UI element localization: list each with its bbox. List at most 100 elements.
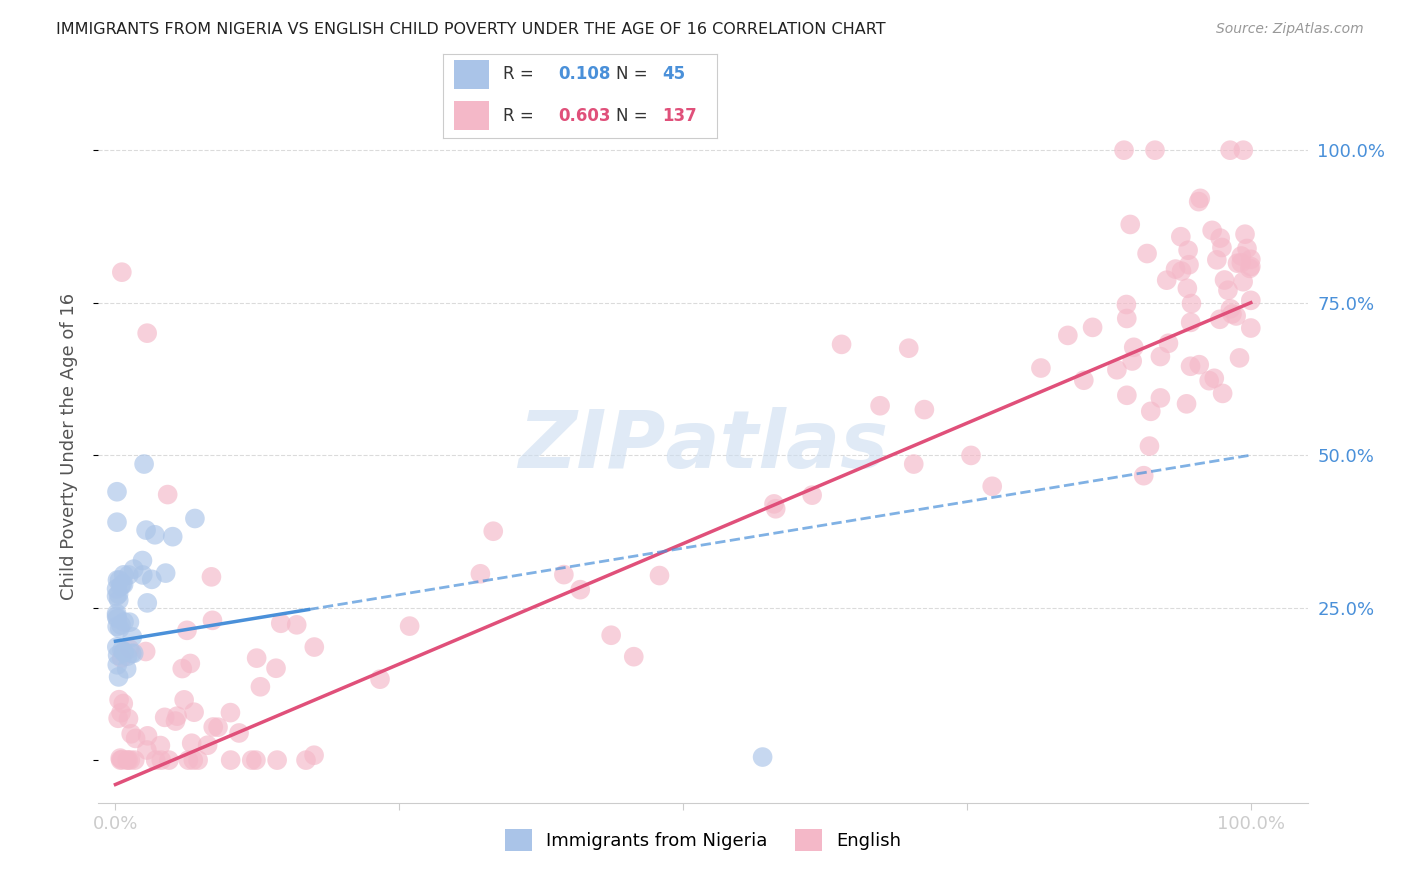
Point xyxy=(201,613,224,627)
Point xyxy=(135,523,157,537)
Point xyxy=(1178,258,1201,272)
Point xyxy=(228,726,250,740)
Point xyxy=(118,642,141,657)
Point xyxy=(107,711,129,725)
Point xyxy=(110,753,132,767)
Text: 0.603: 0.603 xyxy=(558,107,610,125)
Point xyxy=(118,615,141,630)
Point xyxy=(1216,283,1239,297)
Point xyxy=(111,577,134,591)
Point xyxy=(200,570,222,584)
Point xyxy=(765,501,787,516)
Point xyxy=(202,720,225,734)
Point xyxy=(285,617,308,632)
Point xyxy=(1112,143,1135,157)
Point xyxy=(1220,307,1243,321)
Point xyxy=(903,457,925,471)
Point xyxy=(136,729,159,743)
Point xyxy=(1143,143,1166,157)
Point xyxy=(1226,256,1249,270)
Point xyxy=(1122,340,1144,354)
Point xyxy=(111,651,134,665)
Point xyxy=(105,640,128,654)
Point xyxy=(1213,273,1236,287)
Point xyxy=(108,622,131,636)
Point xyxy=(150,753,173,767)
Text: 45: 45 xyxy=(662,65,685,83)
Point xyxy=(110,579,132,593)
Point xyxy=(112,645,135,659)
Point xyxy=(112,697,135,711)
Point xyxy=(1240,252,1263,267)
Point xyxy=(117,712,139,726)
Point xyxy=(184,511,207,525)
Point xyxy=(912,402,935,417)
Point xyxy=(111,643,134,657)
Point xyxy=(153,710,176,724)
Point xyxy=(173,693,195,707)
Point xyxy=(117,753,139,767)
Point xyxy=(219,706,242,720)
Point xyxy=(1149,350,1171,364)
Point xyxy=(112,645,135,659)
Point xyxy=(1232,275,1254,289)
Point xyxy=(960,449,983,463)
Point xyxy=(108,692,131,706)
Point xyxy=(143,528,166,542)
Point xyxy=(112,615,135,629)
Point xyxy=(124,753,146,767)
Point xyxy=(105,619,128,633)
Point xyxy=(181,753,204,767)
Point xyxy=(1209,231,1232,245)
Point xyxy=(156,487,179,501)
Point xyxy=(172,661,194,675)
Point xyxy=(105,582,128,596)
Point xyxy=(1132,468,1154,483)
Point xyxy=(398,619,420,633)
Point xyxy=(107,587,129,601)
Point xyxy=(553,567,575,582)
Point xyxy=(111,265,134,279)
Point xyxy=(897,341,920,355)
Point xyxy=(240,753,263,767)
Point xyxy=(1229,351,1251,365)
Point xyxy=(1175,397,1198,411)
Point xyxy=(302,748,325,763)
Point xyxy=(122,562,145,576)
Point xyxy=(1198,374,1220,388)
Point xyxy=(111,753,134,767)
Point xyxy=(219,753,242,767)
Point xyxy=(249,680,271,694)
Point xyxy=(136,326,159,341)
Point xyxy=(1157,336,1180,351)
Point xyxy=(122,646,145,660)
Point xyxy=(162,530,184,544)
Point xyxy=(1115,388,1137,402)
Point xyxy=(187,753,209,767)
Point xyxy=(110,751,132,765)
Point xyxy=(121,630,143,644)
Point xyxy=(1225,309,1247,323)
Text: 137: 137 xyxy=(662,107,697,125)
Point xyxy=(1029,361,1052,376)
Point xyxy=(115,662,138,676)
Point xyxy=(763,497,786,511)
Point xyxy=(270,616,292,631)
Point xyxy=(1230,249,1253,263)
Point xyxy=(107,648,129,663)
Point xyxy=(1188,358,1211,372)
Point xyxy=(368,672,391,686)
Text: R =: R = xyxy=(503,65,540,83)
Point xyxy=(295,753,318,767)
Point xyxy=(1081,320,1104,334)
Point xyxy=(470,566,492,581)
Point xyxy=(105,484,128,499)
Point xyxy=(112,567,135,582)
Point xyxy=(145,753,167,767)
Point xyxy=(1240,260,1263,274)
Point xyxy=(157,753,180,767)
Point xyxy=(207,720,229,734)
Point xyxy=(118,568,141,582)
Point xyxy=(135,644,157,658)
Point xyxy=(1211,240,1233,254)
